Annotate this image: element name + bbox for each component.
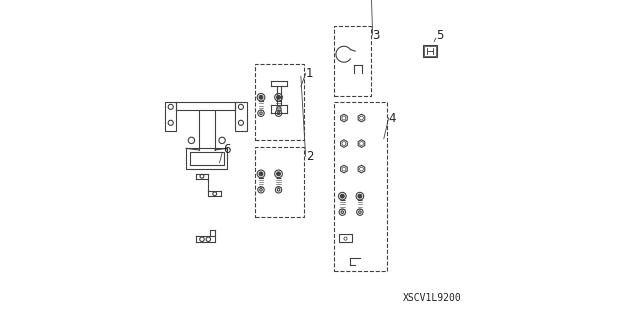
Circle shape xyxy=(340,194,344,198)
Text: 1: 1 xyxy=(306,67,313,80)
Text: 2: 2 xyxy=(306,150,313,163)
Circle shape xyxy=(259,95,263,99)
Text: 6: 6 xyxy=(223,144,230,156)
Text: XSCV1L9200: XSCV1L9200 xyxy=(403,293,461,303)
Circle shape xyxy=(276,172,280,176)
Text: 5: 5 xyxy=(436,29,444,41)
Text: 3: 3 xyxy=(372,29,380,41)
Circle shape xyxy=(259,172,263,176)
Circle shape xyxy=(276,95,280,99)
Circle shape xyxy=(358,194,362,198)
Text: 4: 4 xyxy=(388,112,396,124)
